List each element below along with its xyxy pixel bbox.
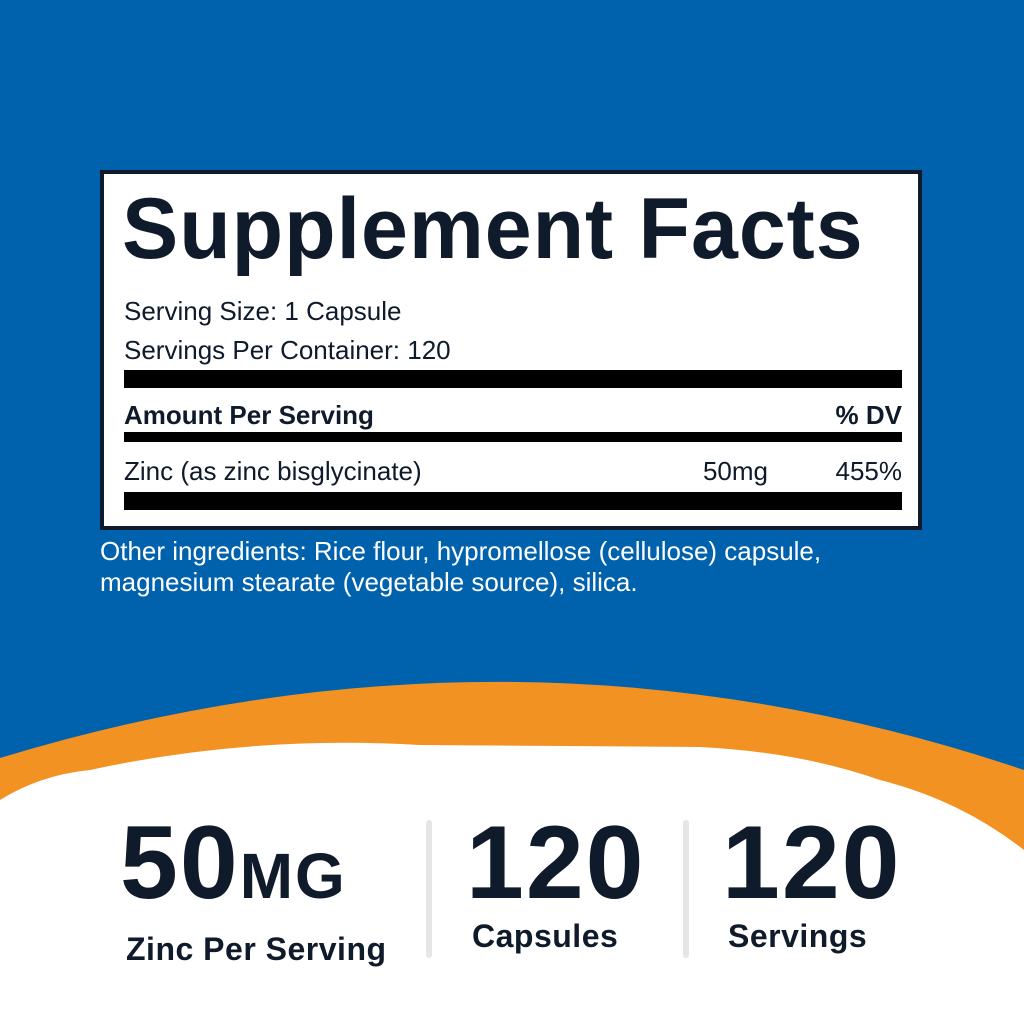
dv-header: % DV	[835, 400, 902, 430]
stat-label: Servings	[728, 918, 868, 954]
stat-unit: MG	[239, 840, 347, 912]
nutrient-dv: 455%	[835, 456, 903, 486]
serving-size: Serving Size: 1 Capsule	[124, 296, 402, 326]
supplement-facts-panel: Supplement Facts Serving Size: 1 Capsule…	[100, 170, 922, 530]
other-ingredients-line: magnesium stearate (vegetable source), s…	[100, 567, 638, 597]
servings-per-container: Servings Per Container: 120	[124, 335, 451, 365]
stat-label: Zinc Per Serving	[126, 931, 387, 967]
stat-dose: 50MG Zinc Per Serving	[120, 808, 390, 968]
stat-value: 120	[722, 805, 902, 921]
white-area	[0, 742, 1024, 1024]
stat-capsules: 120 Capsules	[466, 808, 646, 955]
stat-label: Capsules	[472, 918, 619, 954]
stat-servings: 120 Servings	[722, 808, 922, 955]
other-ingredients: Other ingredients: Rice flour, hypromell…	[100, 536, 821, 598]
stat-divider	[426, 820, 432, 958]
divider-thick	[124, 370, 902, 388]
stat-value: 120	[466, 805, 646, 921]
stat-value: 50	[120, 805, 240, 921]
divider-medium	[124, 432, 902, 442]
amount-header: Amount Per Serving	[124, 400, 374, 430]
facts-title: Supplement Facts	[122, 181, 864, 277]
nutrient-amount: 50mg	[702, 456, 768, 486]
other-ingredients-line: Other ingredients: Rice flour, hypromell…	[100, 536, 822, 566]
divider-thick-bottom	[124, 492, 902, 510]
stat-divider	[683, 820, 689, 958]
nutrient-name: Zinc (as zinc bisglycinate)	[124, 456, 422, 486]
